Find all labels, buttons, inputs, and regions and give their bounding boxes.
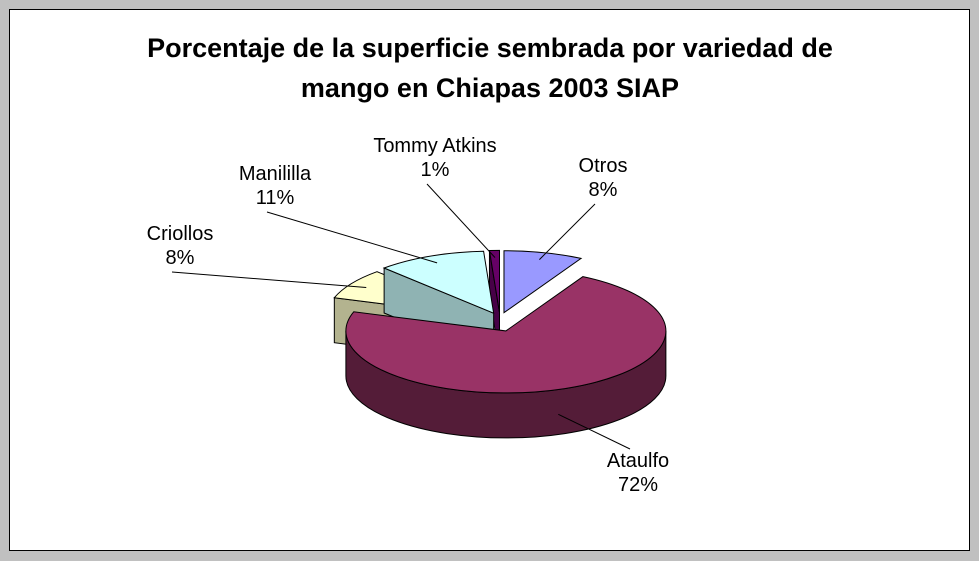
leader-line: [539, 203, 596, 260]
category-label: Criollos: [147, 223, 214, 245]
value-label: 1%: [421, 159, 450, 181]
value-label: 8%: [589, 179, 618, 201]
label-bg: [555, 156, 651, 202]
leader-line: [558, 413, 631, 450]
value-label: 72%: [618, 474, 658, 496]
leader-line: [266, 211, 438, 264]
label-bg: [132, 224, 228, 270]
leader-line: [426, 183, 496, 258]
label-bg: [227, 164, 323, 210]
leader-line: [171, 271, 367, 288]
category-label: Manililla: [239, 163, 312, 185]
slice: [503, 250, 583, 314]
label-bg: [387, 136, 483, 182]
slice: [382, 250, 495, 314]
value-label: 11%: [256, 187, 295, 209]
category-label: Tommy Atkins: [373, 135, 496, 157]
value-label: 8%: [166, 247, 195, 269]
category-label: Otros: [579, 155, 628, 177]
slice: [345, 276, 667, 394]
slice: [488, 249, 500, 313]
chart-title: Porcentaje de la superficie sembrada por…: [147, 33, 833, 103]
label-bg: [590, 451, 686, 497]
category-label: Ataulfo: [607, 450, 669, 472]
